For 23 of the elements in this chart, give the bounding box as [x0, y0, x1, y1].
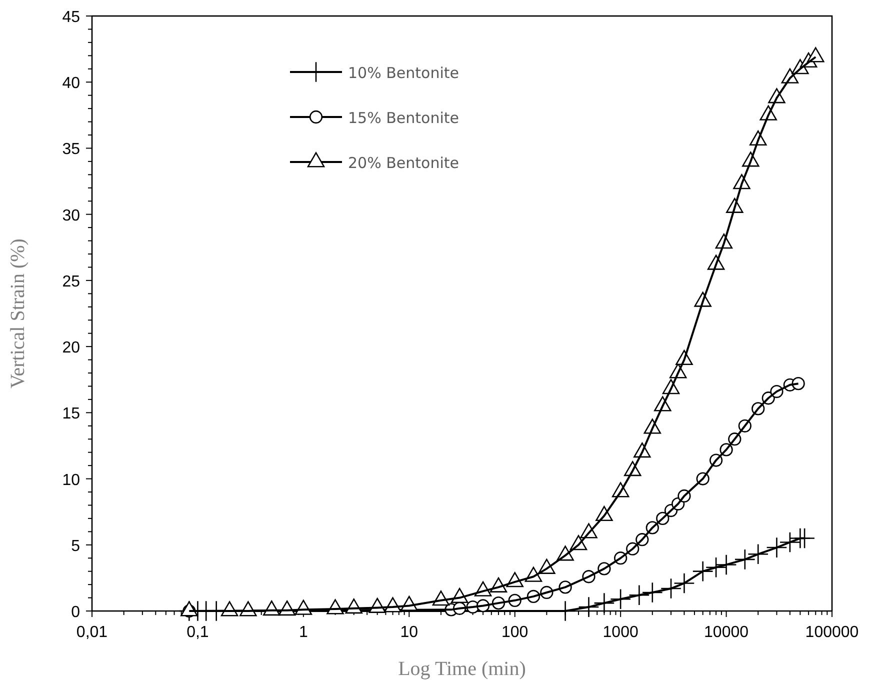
- legend-label: 20% Bentonite: [348, 154, 459, 172]
- x-tick-label: 1: [298, 624, 308, 641]
- x-tick-label: 10000: [704, 624, 749, 641]
- y-tick-label: 5: [71, 538, 80, 555]
- y-tick-label: 35: [62, 141, 80, 158]
- legend-label: 10% Bentonite: [348, 64, 459, 82]
- x-axis-title: Log Time (min): [398, 658, 526, 680]
- y-axis-title: Vertical Strain (%): [7, 238, 29, 388]
- x-tick-label: 10: [400, 624, 418, 641]
- x-tick-label: 0,1: [186, 624, 209, 641]
- x-tick-label: 100000: [805, 624, 859, 641]
- x-tick-label: 0,01: [76, 624, 108, 641]
- y-tick-label: 40: [62, 75, 80, 92]
- y-tick-label: 0: [71, 604, 80, 621]
- legend-label: 15% Bentonite: [348, 109, 459, 127]
- x-tick-label: 100: [502, 624, 528, 641]
- y-tick-label: 25: [62, 273, 80, 290]
- x-tick-label: 1000: [602, 624, 638, 641]
- y-tick-label: 30: [62, 207, 80, 224]
- y-tick-label: 15: [62, 406, 80, 423]
- y-tick-label: 45: [62, 9, 80, 26]
- y-tick-label: 20: [62, 340, 80, 357]
- y-tick-label: 10: [62, 472, 80, 489]
